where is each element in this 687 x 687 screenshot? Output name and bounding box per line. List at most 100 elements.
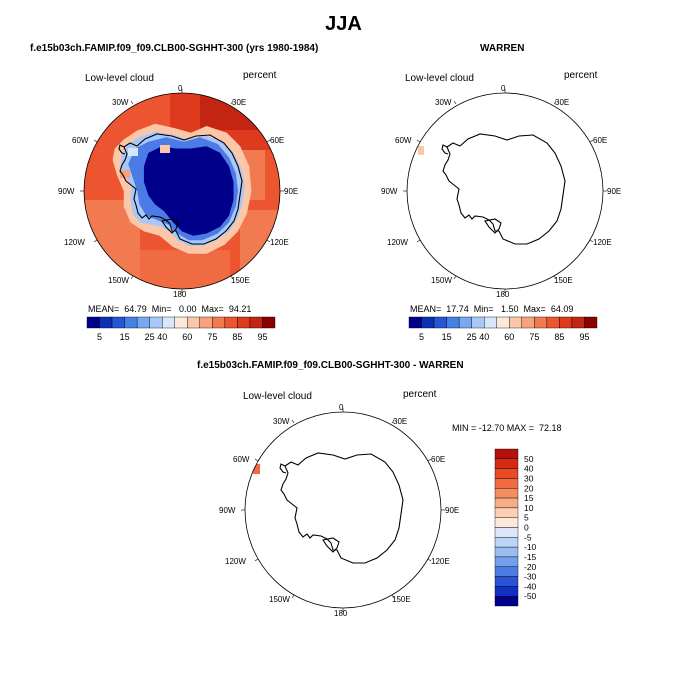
- colorbar-swatch: [136, 316, 150, 329]
- colorbar-swatch: [212, 316, 226, 329]
- colorbar-swatch: [584, 316, 598, 329]
- lon-label: 30E: [555, 98, 570, 107]
- colorbar-swatch: [458, 316, 472, 329]
- colorbar-swatch: [421, 316, 435, 329]
- panel-obs-title: WARREN: [480, 43, 525, 54]
- lon-label: 90W: [58, 187, 75, 196]
- lon-label: 60E: [270, 136, 285, 145]
- colorbar-swatch: [494, 497, 519, 509]
- colorbar-swatch: [174, 316, 188, 329]
- colorbar-tick-label: -5: [524, 532, 532, 542]
- colorbar-tick-label: 95: [257, 332, 267, 342]
- graticule-obs: [403, 89, 607, 293]
- colorbar-tick-label: -15: [524, 552, 537, 562]
- colorbar-swatch: [249, 316, 263, 329]
- colorbar-swatch: [494, 478, 519, 489]
- colorbar-swatch: [494, 586, 519, 597]
- colorbar-swatch: [99, 316, 113, 329]
- lon-label: 60W: [233, 455, 250, 464]
- colorbar-tick-label: 40: [157, 332, 167, 342]
- colorbar-swatch: [494, 517, 519, 528]
- colorbar-swatch: [494, 537, 519, 548]
- colorbar-swatch: [496, 316, 510, 329]
- panel-diff-units: percent: [403, 389, 437, 400]
- colorbar-swatch: [494, 488, 519, 499]
- colorbar-swatch: [124, 316, 138, 329]
- colorbar-tick-label: -50: [524, 591, 537, 601]
- lon-label: 90E: [445, 506, 460, 515]
- lon-label: 0: [339, 403, 344, 412]
- lon-label: 30E: [232, 98, 247, 107]
- lon-label: 180: [173, 290, 187, 299]
- graticule-model: [80, 89, 284, 293]
- colorbar-tick-label: -10: [524, 542, 537, 552]
- colorbar-swatch: [199, 316, 213, 329]
- lon-label: 150W: [431, 276, 452, 285]
- lon-label: 120E: [270, 238, 289, 247]
- colorbar-swatch: [161, 316, 175, 329]
- colorbar-tick-label: 40: [479, 332, 489, 342]
- colorbar-tick-label: 0: [524, 523, 529, 533]
- lon-label: 90W: [381, 187, 398, 196]
- panel-obs-units: percent: [564, 70, 598, 81]
- colorbar-tick-label: 5: [97, 332, 102, 342]
- colorbar-swatch: [494, 458, 519, 469]
- lon-label: 90E: [284, 187, 299, 196]
- colorbar-tick-label: -20: [524, 562, 537, 572]
- colorbar-model: 5 15 25 40 60 75 85 95: [86, 316, 276, 342]
- colorbar-swatch: [494, 546, 519, 558]
- colorbar-swatch: [111, 316, 125, 329]
- colorbar-tick-label: 25: [145, 332, 155, 342]
- figure-title: JJA: [325, 13, 362, 35]
- lon-label: 120E: [431, 557, 450, 566]
- lon-label: 30W: [112, 98, 129, 107]
- colorbar-swatch: [224, 316, 238, 329]
- colorbar-swatch: [471, 316, 485, 329]
- colorbar-swatch: [494, 448, 519, 460]
- map-model: [83, 92, 281, 290]
- colorbar-swatch: [494, 566, 519, 577]
- map-obs: [406, 92, 604, 290]
- lon-label: 180: [334, 609, 348, 618]
- lon-label: 30E: [393, 417, 408, 426]
- panel-model-units: percent: [243, 70, 277, 81]
- colorbar-swatch: [494, 556, 519, 567]
- lon-label: 120W: [225, 557, 246, 566]
- colorbar-swatch: [521, 316, 535, 329]
- panel-diff-stats: MIN = -12.70 MAX = 72.18: [452, 423, 562, 433]
- graticule-diff: [241, 408, 445, 612]
- lon-label: 150W: [108, 276, 129, 285]
- lon-label: 60W: [72, 136, 89, 145]
- colorbar-swatch: [546, 316, 560, 329]
- colorbar-tick-label: 15: [524, 493, 534, 503]
- colorbar-tick-label: 75: [207, 332, 217, 342]
- colorbar-tick-label: 5: [524, 513, 529, 523]
- colorbar-tick-label: 50: [524, 454, 534, 464]
- colorbar-swatch: [86, 316, 100, 329]
- colorbar-tick-label: -30: [524, 572, 537, 582]
- panel-model-title: f.e15b03ch.FAMIP.f09_f09.CLB00-SGHHT-300…: [30, 43, 319, 54]
- lon-label: 0: [501, 84, 506, 93]
- colorbar-tick-label: 85: [554, 332, 564, 342]
- colorbar-swatch: [534, 316, 548, 329]
- lon-label: 150W: [269, 595, 290, 604]
- colorbar-tick-label: 15: [120, 332, 130, 342]
- colorbar-swatch: [494, 527, 519, 538]
- lon-label: 30W: [273, 417, 290, 426]
- lon-label: 90E: [607, 187, 622, 196]
- colorbar-swatch: [262, 316, 276, 329]
- colorbar-swatch: [408, 316, 422, 329]
- colorbar-tick-label: 10: [524, 503, 534, 513]
- colorbar-tick-label: 25: [467, 332, 477, 342]
- colorbar-swatch: [433, 316, 447, 329]
- lon-label: 60W: [395, 136, 412, 145]
- colorbar-swatch: [494, 576, 519, 587]
- lon-label: 150E: [231, 276, 250, 285]
- lon-label: 0: [178, 84, 183, 93]
- colorbar-swatch: [237, 316, 251, 329]
- lon-label: 60E: [593, 136, 608, 145]
- lon-label: 180: [496, 290, 510, 299]
- colorbar-swatch: [149, 316, 163, 329]
